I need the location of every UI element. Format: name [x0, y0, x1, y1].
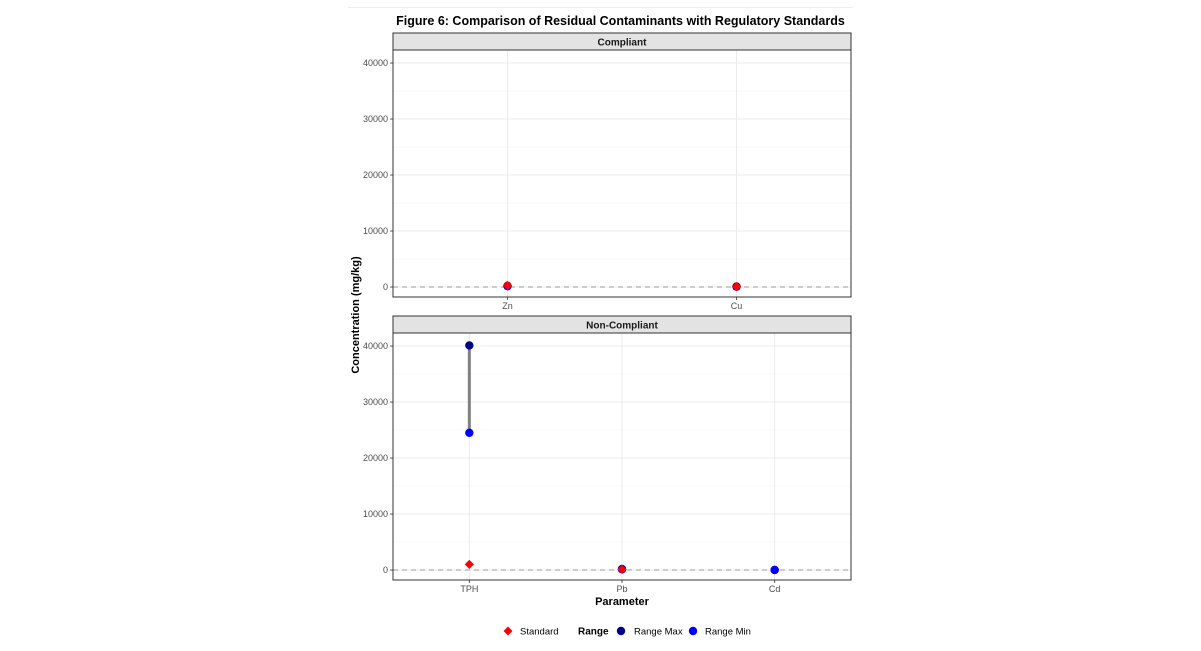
- panel-non-compliant-y-tick-label: 20000: [363, 453, 388, 463]
- panel-compliant-standard-point-cu: [731, 281, 742, 292]
- panel-compliant-strip-label: Compliant: [598, 38, 648, 49]
- panel-compliant-plot-background: [393, 50, 851, 297]
- panel-non-compliant-y-tick-label: 0: [383, 565, 388, 575]
- panel-non-compliant-range-max-point-tph: [465, 341, 474, 350]
- panel-non-compliant-x-tick-label: Pb: [616, 584, 627, 594]
- panel-non-compliant-strip-label: Non-Compliant: [586, 321, 658, 332]
- legend-range-max-label: Range Max: [634, 627, 683, 638]
- panel-compliant-standard-point-zn: [502, 280, 513, 290]
- panel-compliant-y-tick-label: 30000: [363, 114, 388, 124]
- legend-range-max-key: [616, 626, 626, 636]
- legend-range-title: Range: [578, 627, 609, 638]
- panel-compliant-y-tick-label: 40000: [363, 58, 388, 68]
- top-rule: [348, 7, 853, 8]
- panel-non-compliant-y-tick-label: 40000: [363, 341, 388, 351]
- chart-title: Figure 6: Comparison of Residual Contami…: [396, 14, 845, 28]
- legend-standard-key: [503, 626, 513, 636]
- panel-compliant-y-tick-label: 10000: [363, 226, 388, 236]
- panel-compliant-x-tick-label: Zn: [502, 301, 513, 311]
- panel-non-compliant-standard-point-pb: [617, 564, 627, 575]
- panel-non-compliant-y-tick-label: 30000: [363, 397, 388, 407]
- panel-compliant-x-tick-label: Cu: [731, 301, 743, 311]
- legend-range-min-label: Range Min: [705, 627, 751, 638]
- legend-range-min-key: [688, 626, 698, 636]
- x-axis-label: Parameter: [595, 596, 649, 608]
- panel-non-compliant-x-tick-label: Cd: [769, 584, 781, 594]
- panel-non-compliant-range-min-point-cd: [770, 565, 779, 575]
- legend-standard-label: Standard: [520, 627, 559, 638]
- panel-compliant-y-tick-label: 0: [383, 282, 388, 292]
- panel-non-compliant-standard-point-tph: [464, 559, 474, 569]
- panel-non-compliant-y-tick-label: 10000: [363, 509, 388, 519]
- panel-non-compliant-border: [392, 332, 852, 581]
- panel-non-compliant-x-tick-label: TPH: [460, 584, 478, 594]
- panel-non-compliant-range-min-point-tph: [465, 428, 474, 437]
- panel-compliant-border: [392, 49, 852, 298]
- panel-compliant-y-tick-label: 20000: [363, 170, 388, 180]
